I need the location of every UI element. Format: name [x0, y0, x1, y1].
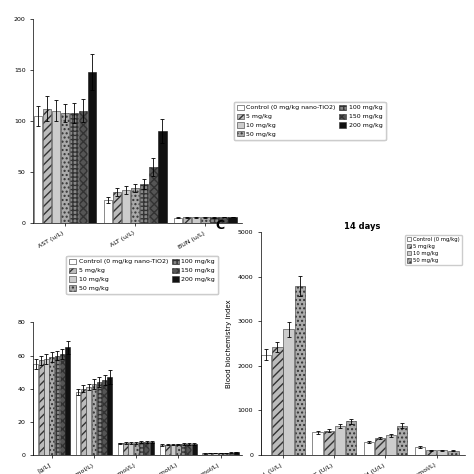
Bar	[415, 447, 425, 455]
Bar	[210, 217, 219, 223]
Bar	[324, 431, 334, 455]
Bar	[131, 188, 139, 223]
Bar	[102, 380, 107, 455]
Bar	[75, 392, 81, 455]
Bar	[134, 443, 138, 455]
Bar	[312, 432, 323, 455]
Bar	[33, 364, 38, 455]
Bar	[108, 377, 112, 455]
Bar	[437, 450, 447, 455]
Bar	[335, 426, 345, 455]
Bar	[283, 329, 294, 455]
Bar	[49, 357, 54, 455]
Bar	[386, 436, 396, 455]
Bar	[104, 201, 112, 223]
Bar	[192, 444, 197, 455]
Bar	[294, 286, 305, 455]
Bar	[176, 445, 181, 455]
Bar	[218, 453, 223, 455]
Bar	[91, 384, 96, 455]
Bar	[70, 113, 78, 223]
Bar	[208, 453, 212, 455]
Bar	[448, 451, 458, 455]
Bar	[144, 442, 149, 455]
Text: C: C	[216, 219, 225, 232]
Bar	[86, 387, 91, 455]
Bar	[140, 184, 148, 223]
Bar	[228, 453, 234, 455]
Bar	[201, 217, 210, 223]
Title: 14 days: 14 days	[345, 222, 381, 231]
Bar	[52, 111, 60, 223]
Bar	[79, 111, 87, 223]
Bar	[183, 218, 191, 223]
Bar	[261, 355, 272, 455]
Bar	[81, 389, 86, 455]
Bar	[158, 131, 167, 223]
Bar	[346, 421, 356, 455]
Bar	[55, 356, 60, 455]
Bar	[171, 445, 175, 455]
Bar	[228, 217, 237, 223]
Bar	[192, 218, 201, 223]
Bar	[174, 218, 182, 223]
Bar	[61, 113, 69, 223]
Bar	[186, 444, 191, 455]
Legend: Control (0 mg/kg nano-TiO2), 5 mg/kg, 10 mg/kg, 50 mg/kg, 100 mg/kg, 150 mg/kg, : Control (0 mg/kg nano-TiO2), 5 mg/kg, 10…	[66, 255, 218, 294]
Bar	[213, 453, 218, 455]
Bar	[113, 192, 121, 223]
Bar	[364, 442, 374, 455]
Bar	[149, 167, 157, 223]
Bar	[39, 361, 44, 455]
Bar	[43, 109, 51, 223]
Bar	[223, 453, 228, 455]
Bar	[426, 450, 436, 455]
Bar	[272, 347, 283, 455]
Bar	[122, 190, 130, 223]
Bar	[165, 445, 170, 455]
Bar	[128, 443, 133, 455]
Bar	[160, 445, 165, 455]
Bar	[34, 116, 42, 223]
Bar	[202, 453, 207, 455]
Legend: Control (0 mg/kg nano-TiO2), 5 mg/kg, 10 mg/kg, 50 mg/kg, 100 mg/kg, 150 mg/kg, : Control (0 mg/kg nano-TiO2), 5 mg/kg, 10…	[234, 101, 386, 140]
Bar	[88, 72, 96, 223]
Bar	[234, 452, 239, 455]
Bar	[219, 217, 228, 223]
Bar	[97, 382, 102, 455]
Bar	[139, 442, 144, 455]
Legend: Control (0 mg/kg), 5 mg/kg, 10 mg/kg, 50 mg/kg: Control (0 mg/kg), 5 mg/kg, 10 mg/kg, 50…	[405, 235, 462, 265]
Bar	[118, 444, 123, 455]
Bar	[65, 347, 70, 455]
Bar	[181, 444, 186, 455]
Bar	[44, 359, 49, 455]
Bar	[375, 438, 385, 455]
Bar	[150, 442, 155, 455]
Bar	[123, 443, 128, 455]
Y-axis label: Blood biochemistry index: Blood biochemistry index	[226, 300, 232, 388]
Bar	[397, 426, 407, 455]
Bar	[60, 354, 65, 455]
